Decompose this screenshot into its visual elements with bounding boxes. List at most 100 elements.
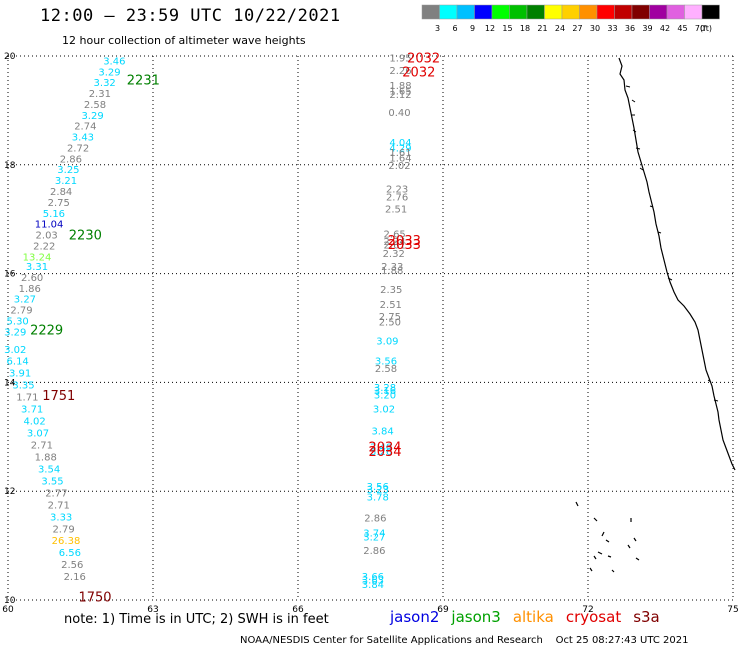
scale-label: 18 (520, 24, 530, 33)
pass-time-label: 2230 (69, 229, 102, 244)
wave-height-label: 2.74 (74, 122, 96, 133)
wave-height-label: 6.56 (59, 548, 81, 559)
wave-height-label: 2.76 (386, 192, 408, 203)
wave-height-label: 2.75 (48, 198, 70, 209)
lat-tick-label: 10 (4, 596, 16, 606)
pass-time-label: 2032 (407, 52, 440, 67)
legend-s3a: s3a (633, 608, 660, 626)
credit-line: NOAA/NESDIS Center for Satellite Applica… (240, 635, 689, 646)
wave-height-label: 2.79 (52, 524, 74, 535)
wave-height-label: 3.29 (98, 67, 120, 78)
pass-time-label: 2033 (388, 234, 421, 249)
wave-height-label: 3.78 (367, 493, 389, 504)
lon-tick-label: 66 (292, 605, 304, 615)
scale-label: 3 (435, 24, 440, 33)
wave-height-label: 3.07 (27, 429, 49, 440)
wave-height-label: 2.33 (381, 262, 403, 273)
legend-jason2: jason2 (390, 608, 440, 626)
scale-label: 27 (572, 24, 582, 33)
wave-height-label: 2.31 (89, 89, 111, 100)
lat-tick-label: 16 (4, 270, 16, 280)
scale-label: 33 (607, 24, 617, 33)
wave-height-label: 0.40 (388, 108, 410, 119)
wave-height-label: 2.22 (33, 241, 55, 252)
lon-tick-label: 72 (582, 605, 593, 615)
wave-height-label: 3.28 (374, 383, 396, 394)
scale-label: 45 (677, 24, 687, 33)
wave-height-label: 3.29 (4, 327, 26, 338)
legend-jason3: jason3 (451, 608, 501, 626)
page-title: 12:00 — 23:59 UTC 10/22/2021 (40, 6, 341, 26)
india-coastline (618, 57, 736, 471)
wave-height-label: 26.38 (52, 536, 81, 547)
page-subtitle: 12 hour collection of altimeter wave hei… (62, 34, 306, 47)
wave-height-label: 3.31 (26, 262, 48, 273)
wave-height-label: 3.55 (41, 476, 63, 487)
wave-height-label: 4.29 (389, 143, 411, 154)
lon-tick-label: 60 (2, 605, 14, 615)
wave-height-label: 2.84 (50, 187, 72, 198)
wave-height-label: 3.20 (374, 390, 396, 401)
wave-height-label: 3.71 (21, 405, 43, 416)
wave-height-label: 1.71 (16, 393, 38, 404)
wave-height-label: 3.02 (373, 405, 395, 416)
wave-height-label: 2.72 (67, 143, 89, 154)
scale-label: 30 (590, 24, 600, 33)
pass-time-label: 2033 (388, 238, 421, 253)
lat-lon-grid (7, 55, 734, 601)
wave-height-label: 2.12 (389, 90, 411, 101)
wave-height-label: 2.26 (389, 66, 411, 77)
wave-height-label: 11.04 (35, 220, 64, 231)
legend-altika: altika (512, 608, 554, 626)
wave-height-label: 1.88 (35, 452, 57, 463)
wave-height-label: 3.40 (370, 443, 392, 454)
pass-time-label: 2231 (127, 73, 160, 88)
wave-height-label: 4.04 (389, 138, 411, 149)
pass-time-label: 2034 (368, 445, 401, 460)
wave-height-label: 2.86 (60, 154, 82, 165)
wave-height-label: 2.60 (21, 273, 43, 284)
wave-height-label: 2.50 (379, 318, 401, 329)
wave-height-label: 2.03 (36, 231, 58, 242)
wave-height-label: 3.21 (55, 176, 77, 187)
satellite-legend: jason2 jason3 altika cryosat s3a (390, 608, 672, 626)
wave-height-label: 3.63 (362, 575, 384, 586)
wave-height-label: 3.56 (375, 357, 397, 368)
scale-label: 70 (695, 24, 705, 33)
wave-height-label: 3.26 (370, 447, 392, 458)
wave-height-label: 2.02 (388, 161, 410, 172)
wave-height-label: 3.84 (371, 426, 393, 437)
wave-height-label: 2.35 (380, 285, 402, 296)
scale-label: 9 (470, 24, 475, 33)
wave-height-label: 5.30 (7, 316, 29, 327)
lon-tick-label: 75 (727, 605, 738, 615)
wave-height-label: 1.61 (389, 148, 411, 159)
scale-label: 12 (485, 24, 495, 33)
footnote: note: 1) Time is in UTC; 2) SWH is in fe… (64, 612, 329, 627)
wave-height-label: 3.43 (72, 133, 94, 144)
coastline (575, 57, 736, 573)
wave-height-label: 3.54 (38, 464, 60, 475)
lat-tick-label: 12 (4, 487, 15, 497)
wave-height-label: 4.02 (23, 417, 45, 428)
wave-height-label: 2.61 (384, 240, 406, 251)
wave-height-label: 2.71 (31, 441, 53, 452)
scale-swatch (701, 4, 720, 20)
wave-height-label: 2.86 (363, 546, 385, 557)
wave-height-label: 2.58 (375, 364, 397, 375)
pass-time-label: 2034 (368, 441, 401, 456)
wave-height-label: 1.88 (389, 81, 411, 92)
wave-height-label: 3.09 (376, 337, 398, 348)
wave-height-label: 3.25 (57, 165, 79, 176)
coastline-islet (625, 85, 719, 402)
wave-height-label: 1.86 (19, 284, 41, 295)
wave-height-label: 2.56 (61, 560, 83, 571)
wave-height-label: 1.64 (389, 153, 411, 164)
pass-time-label: 2229 (30, 324, 63, 339)
color-scale-legend: 3 6 9 12 15 18 21 24 27 30 33 36 39 42 45 70(ft) (421, 4, 720, 33)
wave-height-label: 2.16 (64, 572, 86, 583)
lon-tick-label: 69 (437, 605, 449, 615)
scale-label: 6 (452, 24, 457, 33)
axis-labels: 60 63 66 69 72 75 10 12 14 16 18 20 (2, 52, 738, 615)
